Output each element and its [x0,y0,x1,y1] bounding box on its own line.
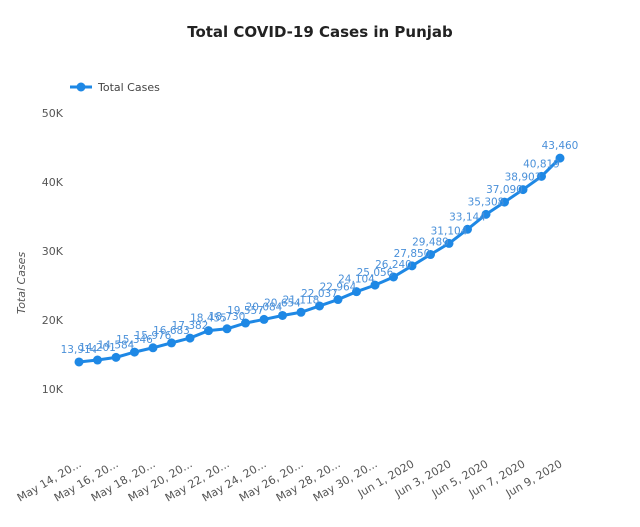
data-label: 24,104 [338,274,375,286]
data-label: 14,584 [98,339,135,351]
data-point[interactable] [555,153,565,163]
data-point[interactable] [481,209,491,219]
data-label: 26,240 [375,259,412,271]
data-point[interactable] [352,287,361,297]
data-label: 43,460 [542,140,579,152]
data-label: 14,201 [79,342,116,354]
data-point[interactable] [241,318,250,328]
data-label: 20,654 [264,297,301,309]
data-point[interactable] [259,314,269,324]
data-point[interactable] [148,343,158,353]
data-label: 18,455 [190,313,227,325]
data-point[interactable] [463,224,472,234]
data-point[interactable] [204,326,213,336]
data-point[interactable] [537,171,546,181]
data-label: 22,964 [320,282,357,294]
data-label: 17,382 [172,320,209,332]
data-point[interactable] [500,197,509,207]
data-point[interactable] [518,185,528,195]
data-point[interactable] [222,324,232,334]
data-point[interactable] [333,295,343,305]
data-point[interactable] [167,338,176,348]
data-point[interactable] [93,355,102,365]
y-tick-label: 50K [42,107,64,120]
data-label: 15,346 [116,334,153,346]
data-point[interactable] [389,272,398,282]
data-label: 38,903 [505,172,542,184]
data-label: 13,914 [61,344,98,356]
data-point[interactable] [315,301,324,311]
legend[interactable]: Total Cases [70,81,160,94]
chart-title: Total COVID-19 Cases in Punjab [187,23,453,41]
data-label: 29,489 [412,237,449,249]
data-point[interactable] [185,333,195,343]
data-label: 35,308 [468,196,505,208]
data-label: 37,090 [486,184,523,196]
data-point[interactable] [111,352,121,362]
data-label: 18,730 [209,311,246,323]
y-axis-ticks: 10K 20K 30K 40K 50K [42,107,64,396]
data-labels: 13,91414,20114,58415,34615,97616,68317,3… [61,140,579,356]
x-axis-ticks: May 14, 20...May 16, 20...May 18, 20...M… [15,457,565,504]
data-point[interactable] [426,250,435,260]
data-point[interactable] [278,310,287,320]
data-point[interactable] [130,347,139,357]
data-label: 25,056 [357,267,394,279]
y-axis-label: Total Cases [15,252,28,315]
data-label: 21,118 [283,294,320,306]
data-point[interactable] [444,238,454,248]
data-label: 20,084 [246,301,283,313]
data-point[interactable] [370,280,380,290]
data-label: 31,104 [431,225,468,237]
data-label: 19,557 [227,305,264,317]
y-tick-label: 10K [42,383,64,396]
y-tick-label: 20K [42,314,64,327]
data-label: 40,819 [523,158,560,170]
data-point[interactable] [74,357,84,367]
y-tick-label: 30K [42,245,64,258]
data-label: 22,037 [301,288,338,300]
series-total-cases [74,153,565,367]
data-point[interactable] [407,261,417,271]
legend-marker-swatch [76,82,86,92]
data-label: 15,976 [135,330,172,342]
data-label: 27,850 [394,248,431,260]
data-label: 16,683 [153,325,190,337]
data-point[interactable] [296,307,306,317]
data-label: 33,144 [449,211,486,223]
y-tick-label: 40K [42,176,64,189]
legend-label-total-cases: Total Cases [97,81,160,94]
